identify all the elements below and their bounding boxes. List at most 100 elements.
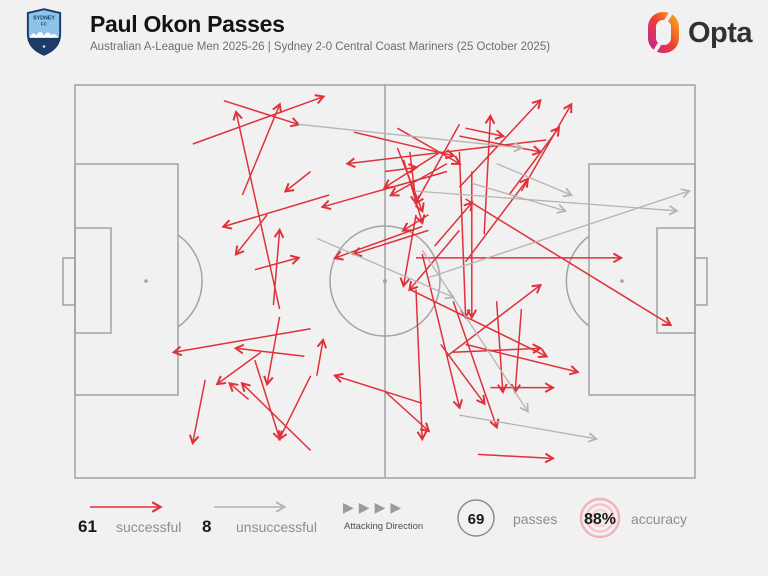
successful-pass-arrow bbox=[477, 452, 555, 464]
successful-pass-arrow bbox=[421, 253, 463, 410]
pass-arrows-layer bbox=[171, 94, 692, 464]
successful-pass-arrow bbox=[458, 98, 542, 188]
direction-triangle-icon: ▶ bbox=[390, 499, 402, 515]
successful-pass-arrow bbox=[453, 343, 543, 354]
successful-pass-arrow bbox=[465, 127, 506, 140]
passes-label: passes bbox=[513, 511, 558, 527]
right-penalty-spot bbox=[620, 279, 624, 283]
successful-pass-arrow bbox=[233, 343, 305, 357]
successful-pass-arrow bbox=[351, 229, 429, 258]
successful-pass-arrow bbox=[510, 308, 523, 395]
successful-pass-arrow bbox=[277, 375, 312, 441]
right-six-yard-box bbox=[656, 227, 696, 334]
opta-logo-text: Opta bbox=[687, 16, 753, 49]
centre-spot bbox=[383, 279, 387, 283]
successful-label: successful bbox=[116, 519, 182, 535]
direction-triangle-icon: ▶ bbox=[358, 499, 370, 515]
successful-legend-arrow bbox=[90, 501, 163, 513]
unsuccessful-pass-arrow bbox=[316, 237, 456, 300]
successful-pass-arrow bbox=[283, 170, 312, 193]
successful-pass-arrow bbox=[388, 162, 448, 197]
successful-pass-arrow bbox=[228, 382, 250, 400]
successful-pass-arrow bbox=[215, 351, 262, 386]
successful-pass-arrow bbox=[345, 139, 547, 169]
successful-pass-arrow bbox=[409, 288, 549, 358]
successful-pass-arrow bbox=[254, 359, 283, 442]
unsuccessful-label: unsuccessful bbox=[236, 519, 317, 535]
successful-pass-arrow bbox=[408, 229, 460, 292]
unsuccessful-legend-arrow bbox=[214, 501, 287, 513]
right-goal bbox=[694, 257, 708, 306]
left-penalty-area bbox=[74, 163, 179, 396]
successful-pass-arrow bbox=[316, 337, 328, 376]
left-six-yard-box bbox=[74, 227, 112, 334]
successful-pass-arrow bbox=[320, 170, 448, 211]
attacking-direction-icons: ▶ ▶ ▶ ▶ bbox=[343, 500, 401, 514]
left-penalty-arc bbox=[177, 234, 203, 328]
successful-pass-arrow bbox=[399, 214, 417, 288]
unsuccessful-pass-arrow bbox=[428, 188, 692, 279]
successful-pass-arrow bbox=[495, 301, 508, 395]
unsuccessful-count: 8 bbox=[202, 517, 212, 536]
successful-pass-arrow bbox=[440, 343, 486, 406]
successful-pass-arrow bbox=[397, 127, 462, 165]
successful-pass-arrow bbox=[415, 289, 428, 442]
successful-pass-arrow bbox=[171, 327, 311, 357]
successful-pass-arrow bbox=[465, 343, 580, 376]
successful-pass-arrow bbox=[221, 194, 330, 230]
sydney-fc-badge: SYDNEY FC ★ bbox=[26, 8, 62, 56]
accuracy-label: accuracy bbox=[631, 511, 688, 527]
successful-pass-arrow bbox=[241, 102, 282, 196]
left-penalty-spot bbox=[144, 279, 148, 283]
successful-pass-arrow bbox=[465, 198, 673, 327]
successful-pass-arrow bbox=[508, 126, 561, 196]
page-title: Paul Okon Passes bbox=[90, 11, 285, 37]
unsuccessful-pass-arrow bbox=[415, 190, 679, 216]
successful-pass-arrow bbox=[263, 316, 281, 387]
successful-pass-arrow bbox=[483, 113, 496, 235]
badge-team-line2: FC bbox=[41, 21, 48, 27]
passes-count-circle: 69 bbox=[457, 499, 495, 537]
right-penalty-area bbox=[588, 163, 696, 396]
successful-pass-arrow bbox=[414, 123, 461, 206]
badge-team-line1: SYDNEY bbox=[33, 16, 55, 22]
successful-pass-arrow bbox=[520, 102, 573, 192]
attacking-direction-label: Attacking Direction bbox=[344, 521, 424, 532]
accuracy-bullseye-icon: 88% bbox=[579, 497, 621, 539]
successful-pass-arrow bbox=[192, 94, 326, 145]
successful-pass-arrow bbox=[382, 151, 442, 189]
successful-pass-arrow bbox=[234, 214, 268, 256]
direction-triangle-icon: ▶ bbox=[374, 499, 386, 515]
unsuccessful-pass-arrow bbox=[421, 249, 529, 414]
successful-pass-arrow bbox=[465, 177, 530, 263]
opta-brand: Opta bbox=[646, 10, 753, 56]
successful-count: 61 bbox=[78, 517, 97, 536]
successful-pass-arrow bbox=[272, 227, 285, 306]
left-goal bbox=[62, 257, 76, 306]
pass-map-svg bbox=[62, 84, 708, 479]
opta-logo-icon bbox=[647, 10, 679, 55]
passes-count: 69 bbox=[468, 511, 485, 528]
successful-pass-arrow bbox=[446, 283, 543, 357]
successful-pass-arrow bbox=[240, 381, 312, 452]
unsuccessful-pass-arrow bbox=[496, 163, 574, 198]
successful-pass-arrow bbox=[232, 110, 281, 310]
unsuccessful-pass-arrow bbox=[471, 182, 568, 214]
successful-pass-arrow bbox=[384, 390, 431, 433]
successful-pass-arrow bbox=[188, 379, 206, 446]
successful-pass-arrow bbox=[452, 300, 500, 430]
successful-pass-arrow bbox=[401, 214, 429, 232]
successful-pass-arrow bbox=[384, 163, 419, 174]
successful-pass-arrow bbox=[353, 131, 456, 160]
unsuccessful-pass-arrow bbox=[298, 123, 524, 153]
badge-star: ★ bbox=[42, 44, 46, 50]
centre-circle bbox=[329, 225, 441, 337]
successful-pass-arrow bbox=[396, 147, 425, 214]
direction-triangle-icon: ▶ bbox=[343, 499, 354, 515]
successful-pass-arrow bbox=[458, 151, 471, 320]
pitch-spots bbox=[144, 279, 624, 283]
successful-pass-arrow bbox=[434, 200, 474, 247]
page-subtitle: Australian A-League Men 2025-26 | Sydney… bbox=[90, 41, 551, 53]
successful-pass-arrow bbox=[223, 99, 301, 128]
